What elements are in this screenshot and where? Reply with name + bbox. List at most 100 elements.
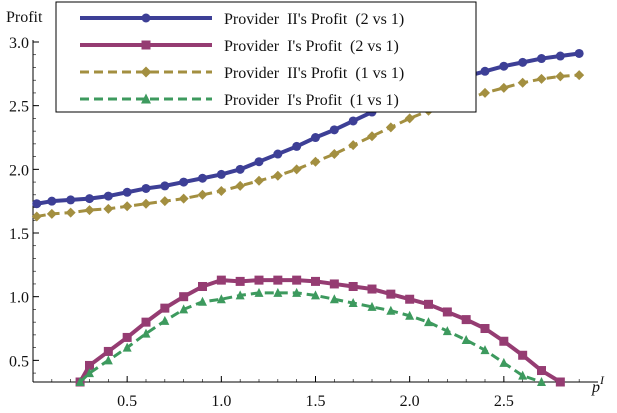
x-tick-label: 0.5 <box>117 393 137 410</box>
legend-box <box>55 1 477 113</box>
data-point <box>198 173 207 183</box>
data-point <box>140 66 152 78</box>
data-point <box>198 281 207 291</box>
data-point <box>574 48 584 58</box>
y-tick-label: 2.0 <box>9 162 29 179</box>
x-tick-label: 1.0 <box>211 393 231 410</box>
data-point <box>499 61 509 71</box>
data-point <box>386 305 396 315</box>
data-point <box>311 276 320 286</box>
data-point <box>499 336 509 346</box>
data-point <box>46 208 57 219</box>
data-point <box>311 133 320 143</box>
data-point <box>273 275 283 285</box>
data-point <box>198 296 207 306</box>
data-point <box>518 350 528 360</box>
y-axis-title: Profit <box>6 9 43 26</box>
data-point <box>141 93 151 104</box>
data-point <box>537 54 546 64</box>
legend-item-2: Provider I's Profit (2 vs 1) <box>80 38 399 55</box>
legend-label: Provider I's Profit (2 vs 1) <box>224 38 399 55</box>
data-point <box>85 368 94 378</box>
data-point <box>197 189 208 200</box>
legend: Provider II's Profit (2 vs 1) Provider I'… <box>55 1 477 113</box>
y-tick-label: 1.5 <box>9 226 29 243</box>
data-point <box>348 116 358 126</box>
data-point <box>424 317 433 327</box>
legend-item-3: Provider II's Profit (1 vs 1) <box>80 65 404 82</box>
data-point <box>405 310 415 320</box>
data-point <box>461 334 471 344</box>
data-point <box>405 294 415 304</box>
data-point <box>404 113 415 124</box>
series-4 <box>75 287 546 386</box>
data-point <box>329 294 339 304</box>
data-point <box>348 140 359 151</box>
data-point <box>179 304 189 314</box>
data-point <box>216 275 226 285</box>
data-point <box>292 141 302 151</box>
data-point <box>574 70 585 81</box>
data-point <box>141 328 151 338</box>
legend-label: Provider II's Profit (2 vs 1) <box>224 11 404 28</box>
y-tick-label: 0.5 <box>9 353 29 370</box>
legend-label: Provider II's Profit (1 vs 1) <box>224 65 404 82</box>
data-point <box>329 125 339 135</box>
data-point <box>272 170 283 181</box>
data-point <box>310 156 321 167</box>
data-point <box>480 324 490 334</box>
x-axis-title-superscript: I <box>599 373 605 387</box>
data-point <box>537 377 546 386</box>
data-point <box>32 199 42 209</box>
data-point <box>442 326 452 336</box>
data-point <box>179 292 189 302</box>
data-point <box>386 289 396 299</box>
data-point <box>442 307 452 317</box>
data-point <box>348 298 358 308</box>
data-point <box>254 175 264 186</box>
data-point <box>179 177 189 187</box>
data-point <box>273 149 283 159</box>
data-point <box>141 183 151 193</box>
data-point <box>84 205 95 216</box>
data-point <box>254 287 264 297</box>
data-point <box>292 275 302 285</box>
x-tick-label: 1.5 <box>306 393 326 410</box>
data-point <box>122 332 132 342</box>
data-point <box>235 164 245 174</box>
data-point <box>367 131 377 142</box>
axes: 0.5 1.0 1.5 2.0 2.5 0.5 1.0 1.5 2.0 2.5 3.0 <box>9 35 598 410</box>
data-point <box>216 169 226 179</box>
data-point <box>75 377 85 386</box>
data-point <box>329 149 340 160</box>
data-point <box>367 301 377 311</box>
x-axis-title: pI <box>591 373 605 396</box>
y-tick-label: 1.0 <box>9 290 29 307</box>
data-point <box>122 187 132 197</box>
data-point <box>160 181 170 191</box>
legend-label: Provider I's Profit (1 vs 1) <box>224 92 399 109</box>
series-line <box>79 291 542 384</box>
data-point <box>517 77 528 88</box>
y-tick-label: 2.5 <box>9 99 29 116</box>
data-point <box>424 299 433 309</box>
data-point <box>141 40 151 50</box>
data-point <box>122 342 132 352</box>
data-point <box>555 71 566 82</box>
data-point <box>160 315 170 325</box>
data-point <box>461 315 471 325</box>
data-point <box>273 287 283 297</box>
data-point <box>536 73 547 84</box>
data-point <box>329 279 339 289</box>
data-point <box>235 180 246 191</box>
data-point <box>159 196 170 207</box>
data-point <box>178 193 189 204</box>
data-point <box>518 370 528 380</box>
data-point <box>47 196 57 206</box>
data-point <box>141 13 151 23</box>
data-point <box>103 355 113 365</box>
data-point <box>85 360 94 370</box>
data-point <box>291 164 302 175</box>
data-point <box>311 290 320 300</box>
